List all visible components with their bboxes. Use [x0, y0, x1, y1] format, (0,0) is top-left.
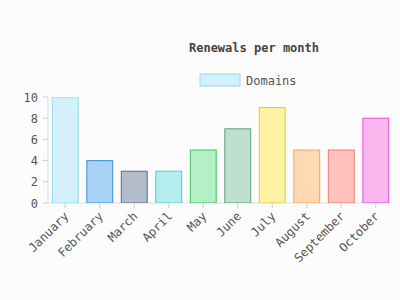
y-tick-label: 6 [31, 133, 38, 147]
x-tick [272, 203, 273, 208]
y-tick-label: 0 [31, 197, 38, 211]
legend-swatch [200, 74, 240, 86]
x-tick-label: March [105, 209, 140, 244]
x-tick [237, 203, 238, 208]
y-axis [48, 97, 49, 203]
bar [225, 129, 251, 203]
y-tick-label: 2 [31, 175, 38, 189]
x-tick [168, 203, 169, 208]
bar [363, 118, 389, 203]
y-tick [43, 181, 48, 182]
y-tick [43, 203, 48, 204]
y-tick [43, 118, 48, 119]
bar [259, 108, 285, 203]
x-tick [341, 203, 342, 208]
y-tick [43, 139, 48, 140]
y-tick-label: 10 [24, 91, 38, 105]
y-tick [43, 97, 48, 98]
x-tick-label: July [248, 209, 278, 239]
x-tick [65, 203, 66, 208]
bar [52, 97, 78, 203]
y-tick-label: 4 [31, 154, 38, 168]
x-tick [99, 203, 100, 208]
x-tick [306, 203, 307, 208]
x-tick [375, 203, 376, 208]
x-tick-label: April [139, 209, 174, 244]
x-tick-label: May [184, 209, 209, 234]
chart: Renewals per monthDomains0246810JanuaryF… [0, 0, 400, 300]
legend-label: Domains [246, 74, 297, 88]
x-tick-label: October [336, 209, 382, 255]
bar [156, 171, 182, 203]
bar [190, 150, 216, 203]
x-tick-label: June [214, 209, 244, 239]
bar [328, 150, 354, 203]
x-tick [203, 203, 204, 208]
bars [52, 97, 388, 203]
title: Renewals per month [189, 41, 319, 55]
bar [121, 171, 147, 203]
bar [294, 150, 320, 203]
x-tick-label: February [55, 209, 106, 260]
x-tick-label: September [291, 209, 347, 265]
y-tick-label: 8 [31, 112, 38, 126]
bar [87, 161, 113, 203]
x-tick [134, 203, 135, 208]
y-tick [43, 160, 48, 161]
